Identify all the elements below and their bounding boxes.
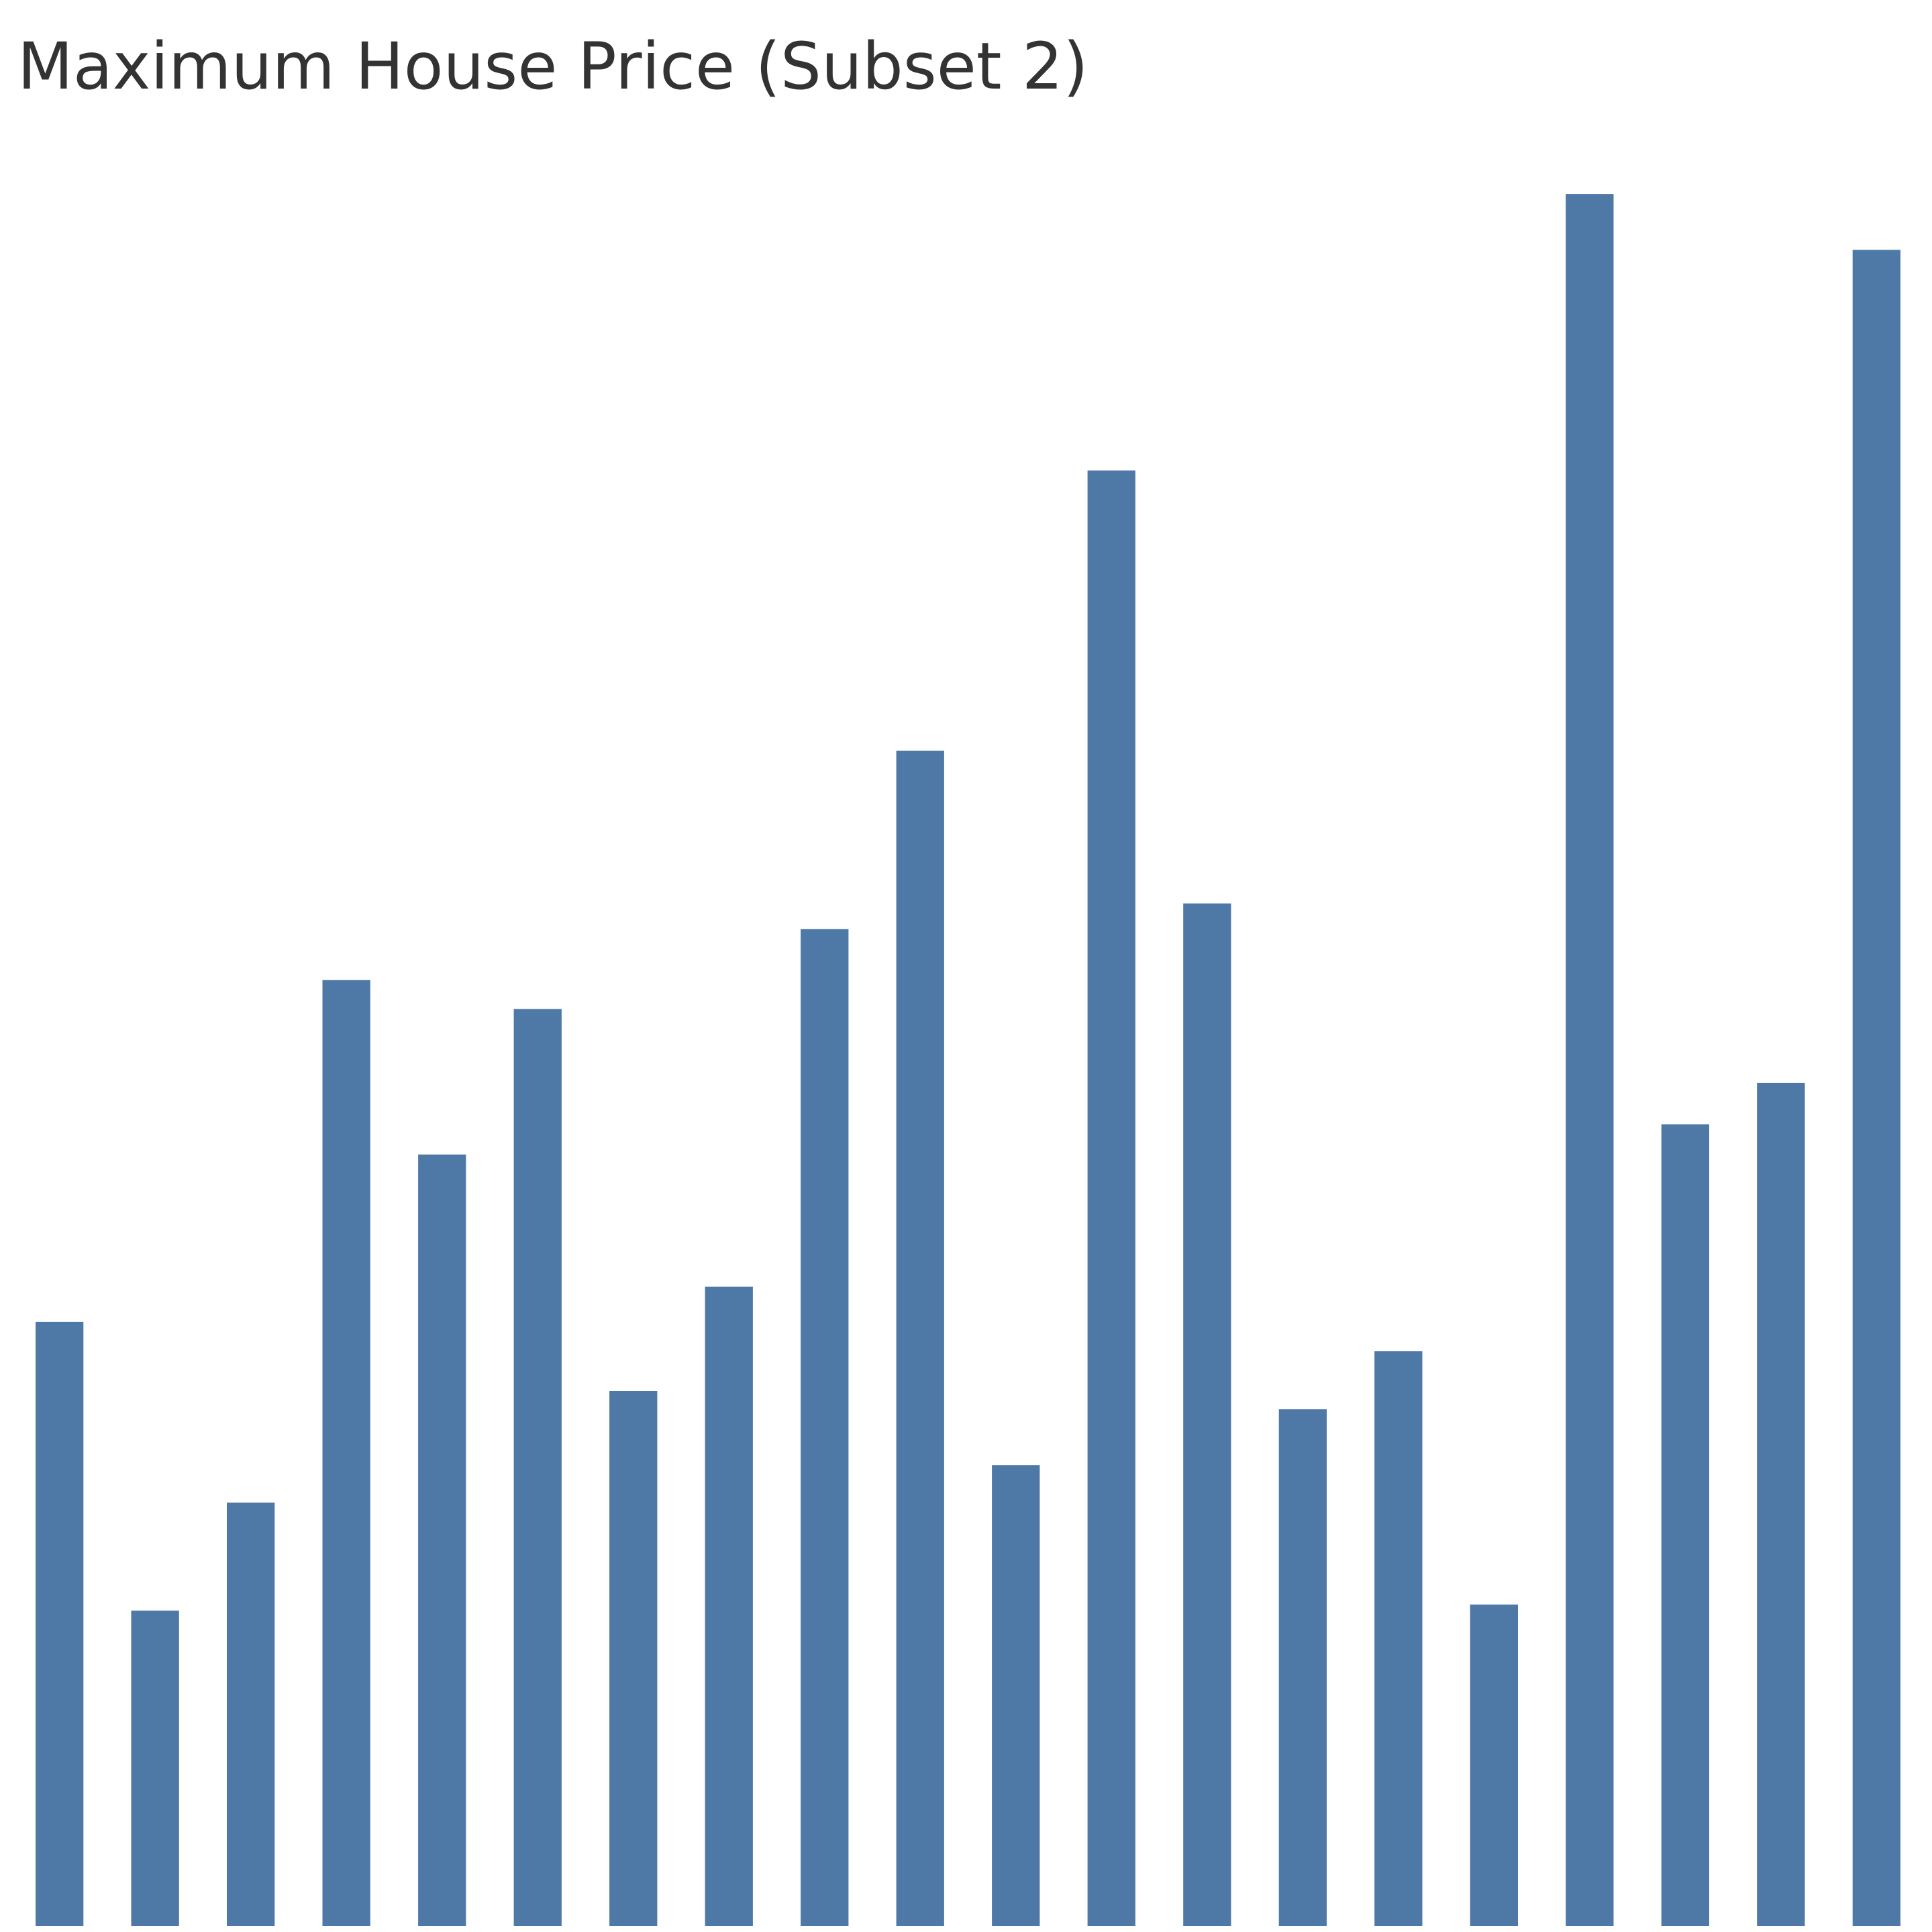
bar-11	[992, 1465, 1040, 1926]
bar-10	[896, 750, 944, 1926]
bar-17	[1566, 194, 1614, 1926]
bar-5	[418, 1154, 466, 1926]
bar-12	[1087, 470, 1135, 1927]
bars-group	[36, 194, 1900, 1927]
bar-3	[227, 1503, 275, 1926]
bar-14	[1278, 1409, 1327, 1926]
bar-9	[801, 929, 849, 1926]
bar-16	[1470, 1605, 1518, 1926]
bar-8	[705, 1286, 753, 1926]
bar-20	[1852, 250, 1900, 1926]
bar-7	[609, 1391, 658, 1926]
bar-15	[1374, 1351, 1423, 1926]
bar-2	[131, 1611, 179, 1926]
bar-6	[513, 1009, 562, 1926]
bar-4	[322, 980, 370, 1926]
bar-1	[36, 1321, 84, 1926]
chart-title: Maximum House Price (Subset 2)	[17, 29, 1088, 104]
bar-19	[1757, 1082, 1805, 1926]
bar-13	[1183, 903, 1231, 1926]
bar-18	[1661, 1124, 1709, 1926]
